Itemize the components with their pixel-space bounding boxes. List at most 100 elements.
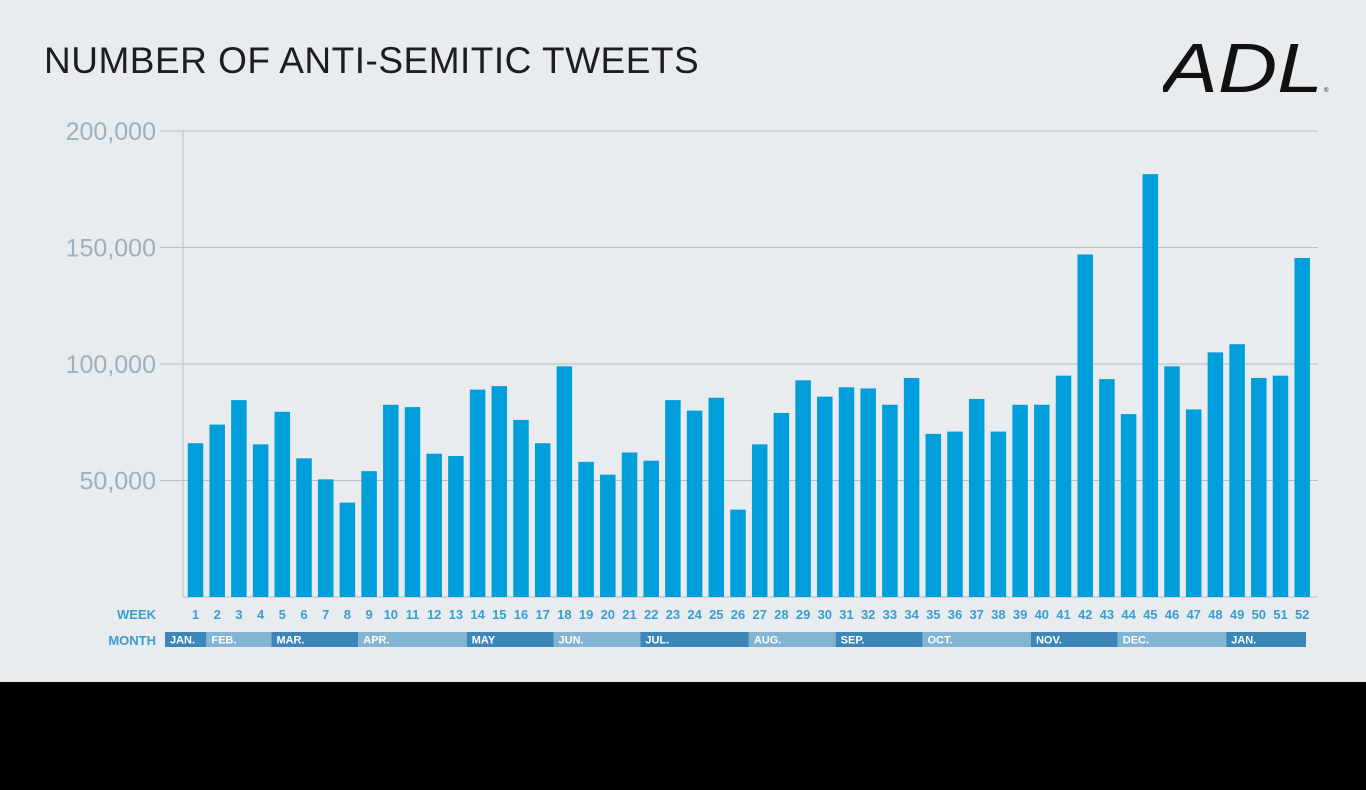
y-tick-label: 150,000 [66, 235, 156, 263]
bar [838, 387, 855, 597]
week-tick-label: 27 [752, 607, 766, 622]
bar [730, 509, 746, 597]
week-tick-label: 23 [666, 607, 680, 622]
bar [1294, 257, 1310, 597]
week-tick-label: 46 [1165, 607, 1179, 622]
month-band [835, 632, 923, 647]
bar [1034, 404, 1050, 597]
week-tick-label: 22 [644, 607, 658, 622]
month-label: OCT. [927, 635, 952, 647]
week-tick-label: 26 [731, 607, 745, 622]
bar [1142, 174, 1159, 598]
bar [968, 398, 985, 597]
month-label: AUG. [754, 635, 782, 647]
bar [773, 412, 790, 597]
bar [708, 397, 725, 597]
bar [1012, 404, 1028, 597]
week-tick-label: 29 [796, 607, 810, 622]
week-tick-label: 7 [322, 607, 329, 622]
week-tick-label: 12 [427, 607, 441, 622]
week-tick-label: 35 [926, 607, 940, 622]
bar [1251, 377, 1267, 597]
month-band [922, 632, 1031, 647]
week-tick-label: 52 [1295, 607, 1309, 622]
week-tick-label: 41 [1056, 607, 1070, 622]
bar [339, 502, 356, 597]
month-band [553, 632, 641, 647]
bar [296, 458, 312, 597]
week-row-label: WEEK [117, 607, 157, 622]
bar [404, 407, 421, 597]
month-label: APR. [363, 635, 389, 647]
bar [361, 471, 377, 597]
bar [252, 444, 269, 597]
week-tick-label: 50 [1252, 607, 1266, 622]
bar [578, 461, 594, 597]
week-tick-label: 5 [279, 607, 286, 622]
week-tick-label: 11 [406, 607, 420, 622]
bar [209, 424, 225, 597]
svg-text:®: ® [1324, 87, 1329, 94]
y-tick-label: 200,000 [66, 118, 156, 146]
bar [882, 404, 898, 597]
week-tick-label: 14 [470, 607, 485, 622]
bar [534, 443, 551, 597]
bar [1055, 375, 1072, 597]
week-tick-label: 49 [1230, 607, 1244, 622]
week-tick-label: 42 [1078, 607, 1092, 622]
week-tick-label: 36 [948, 607, 962, 622]
bar [469, 389, 486, 597]
bar [751, 444, 768, 597]
week-tick-label: 30 [818, 607, 832, 622]
week-tick-label: 6 [300, 607, 307, 622]
bar [665, 400, 681, 597]
bar [621, 452, 638, 597]
month-label: JAN. [170, 635, 195, 647]
week-tick-label: 28 [774, 607, 788, 622]
bar [448, 456, 464, 597]
week-tick-label: 39 [1013, 607, 1027, 622]
adl-logo-text: ADL [1163, 30, 1323, 98]
bar [643, 460, 659, 597]
month-band [1117, 632, 1227, 647]
bar [1185, 409, 1202, 597]
bar [1272, 375, 1289, 597]
month-band [466, 632, 554, 647]
bar [600, 474, 616, 597]
y-tick-label: 50,000 [80, 468, 156, 496]
week-tick-label: 24 [687, 607, 702, 622]
month-band [748, 632, 836, 647]
month-label: JUN. [559, 635, 584, 647]
week-tick-label: 34 [904, 607, 919, 622]
bar [903, 377, 920, 597]
month-label: DEC. [1123, 635, 1149, 647]
week-tick-label: 37 [969, 607, 983, 622]
footer-band [0, 682, 1366, 790]
week-tick-label: 1 [192, 607, 199, 622]
month-label: JAN. [1231, 635, 1256, 647]
month-band [271, 632, 359, 647]
bar [1077, 254, 1093, 598]
week-tick-label: 13 [449, 607, 463, 622]
month-band [1226, 632, 1306, 647]
bar [686, 410, 703, 597]
week-tick-label: 19 [579, 607, 593, 622]
week-tick-label: 10 [384, 607, 398, 622]
bar [274, 411, 291, 597]
week-tick-label: 45 [1143, 607, 1157, 622]
bar [187, 443, 204, 597]
bar [1229, 344, 1245, 597]
week-tick-label: 3 [235, 607, 242, 622]
bar [1207, 352, 1224, 597]
month-label: SEP. [841, 635, 865, 647]
week-tick-label: 44 [1121, 607, 1136, 622]
week-tick-label: 48 [1208, 607, 1222, 622]
bar [383, 404, 399, 597]
month-label: JUL. [645, 635, 669, 647]
bar [817, 396, 833, 597]
month-label: MAY [472, 635, 496, 647]
bar [1164, 366, 1180, 597]
month-band [206, 632, 272, 647]
week-tick-label: 21 [622, 607, 636, 622]
